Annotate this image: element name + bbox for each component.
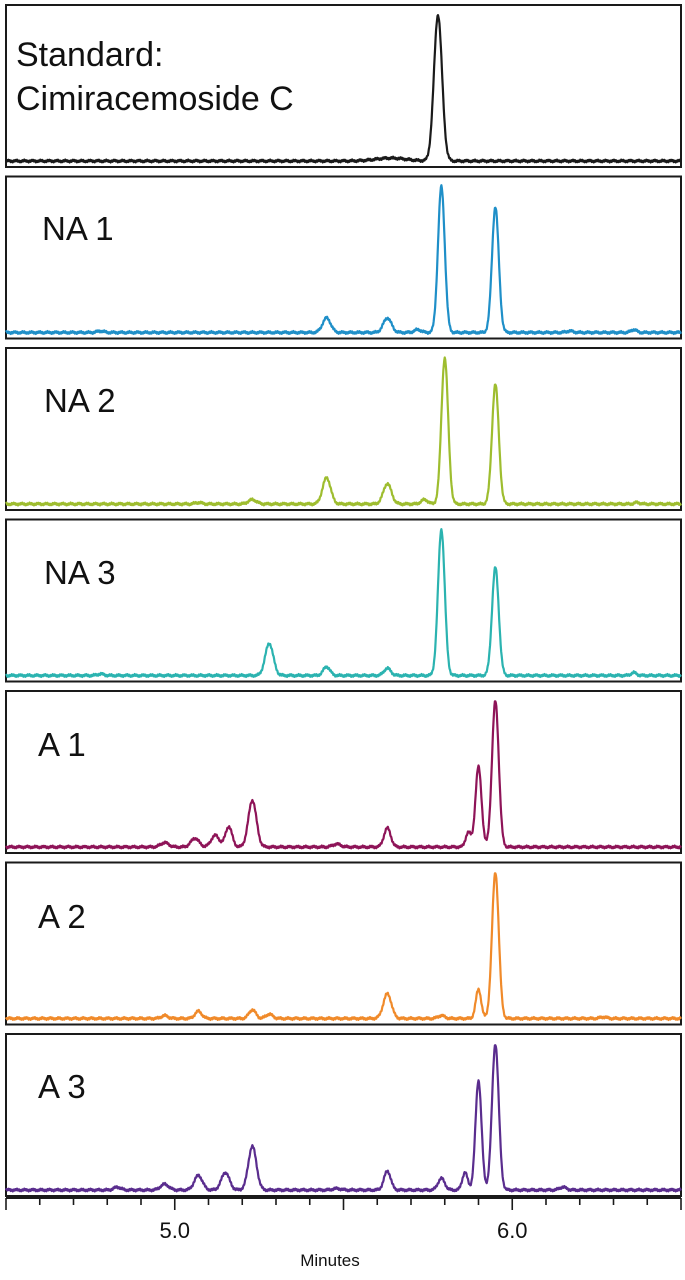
panel-label: Standard: Cimiracemoside C — [16, 36, 294, 118]
panel-5: A 1 — [5, 690, 682, 854]
trace-line — [5, 184, 682, 336]
panel-1: Standard: Cimiracemoside C — [4, 4, 682, 168]
panel-frame — [5, 4, 682, 168]
panel-frame — [5, 1033, 682, 1197]
panel-7: A 3 — [4, 1033, 682, 1197]
panel-label-line: A 1 — [38, 726, 86, 763]
panel-label: NA 1 — [42, 210, 114, 247]
panel-2: NA 1 — [5, 175, 682, 340]
trace-line — [4, 1044, 682, 1193]
panel-4: NA 3 — [5, 518, 682, 683]
panel-label-line: NA 2 — [44, 382, 116, 419]
panel-label-line: Cimiracemoside C — [16, 80, 294, 118]
panel-label-line: A 2 — [38, 898, 86, 935]
panel-label: NA 2 — [44, 382, 116, 419]
panel-label-line: A 3 — [38, 1068, 86, 1105]
panel-label: A 2 — [38, 898, 86, 935]
x-tick-label: 6.0 — [497, 1218, 528, 1243]
panel-frame — [5, 861, 682, 1026]
x-tick-label: 5.0 — [159, 1218, 190, 1243]
chromatogram-panels: Standard: Cimiracemoside C NA 1 NA 2 NA 3 A 1… — [4, 4, 682, 1197]
panel-frame — [5, 518, 682, 683]
trace-line — [5, 528, 682, 679]
panel-label: NA 3 — [44, 554, 116, 591]
panel-label-line: NA 1 — [42, 210, 114, 247]
trace-line — [5, 356, 682, 507]
panel-frame — [5, 690, 682, 854]
panel-label: A 3 — [38, 1068, 86, 1105]
trace-line — [5, 700, 682, 850]
panel-label: A 1 — [38, 726, 86, 763]
panel-3: NA 2 — [5, 347, 682, 511]
x-axis: 5.0 6.0 Minutes — [5, 1197, 682, 1270]
panel-frame — [5, 347, 682, 511]
panel-frame — [5, 175, 682, 340]
x-axis-title: Minutes — [300, 1251, 360, 1270]
trace-line — [4, 14, 682, 164]
panel-label-line: Standard: — [16, 36, 163, 74]
panel-label-line: NA 3 — [44, 554, 116, 591]
panel-6: A 2 — [5, 861, 682, 1026]
trace-line — [5, 872, 682, 1022]
